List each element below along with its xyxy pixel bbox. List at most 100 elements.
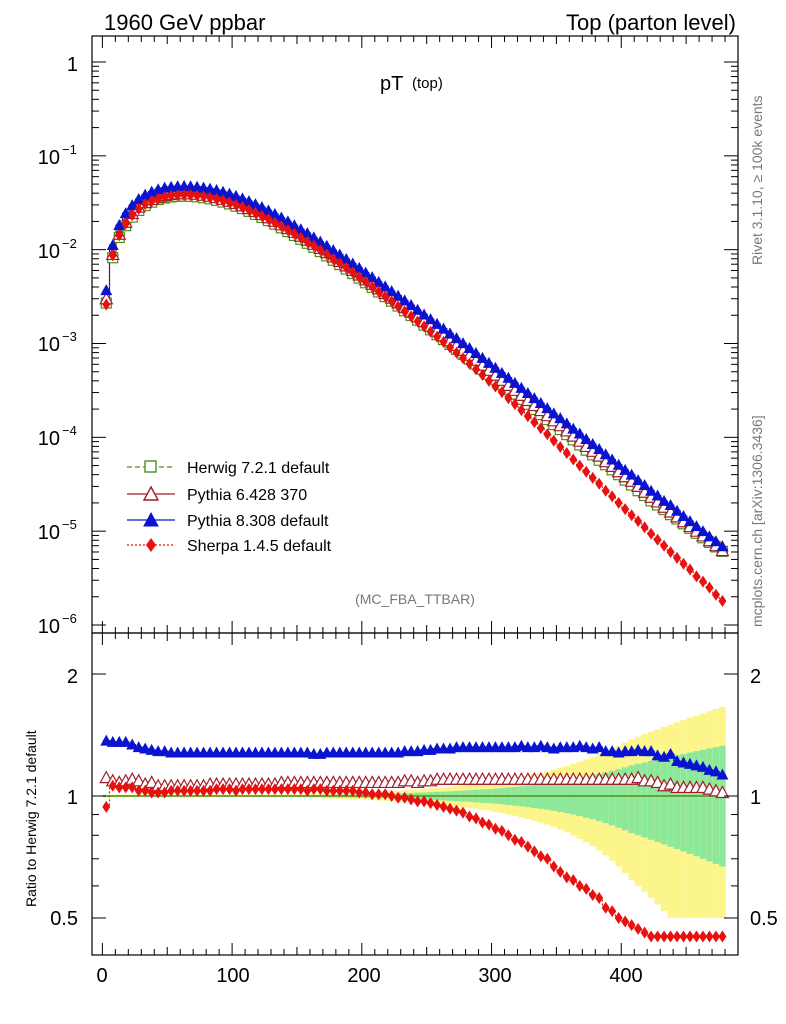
legend-pythia8-marker <box>143 511 159 527</box>
ratio-band-green <box>719 745 726 867</box>
sherpa-ratio-marker <box>219 783 228 796</box>
sherpa-marker <box>446 341 455 354</box>
sherpa-ratio-marker <box>582 882 591 895</box>
sherpa-ratio-marker <box>283 783 292 796</box>
sherpa-marker <box>458 352 467 365</box>
sherpa-ratio-marker <box>705 930 714 943</box>
ratio-band-green <box>680 753 687 852</box>
sherpa-marker <box>497 386 506 399</box>
sherpa-ratio-marker <box>549 860 558 873</box>
sherpa-marker <box>601 484 610 497</box>
ratio-band-green <box>647 761 655 840</box>
sherpa-ratio-marker <box>128 781 137 794</box>
pythia8-marker <box>463 342 476 354</box>
pythia8-marker <box>696 525 709 537</box>
pythia8-marker <box>223 187 236 199</box>
sherpa-ratio-marker <box>361 786 370 799</box>
sherpa-marker <box>257 209 266 222</box>
legend-sherpa-marker <box>146 538 156 552</box>
sherpa-marker <box>556 440 565 453</box>
sherpa-ratio-marker <box>212 783 221 796</box>
ratio-band-green <box>706 748 713 862</box>
ratio-ticks <box>92 633 738 955</box>
sherpa-ratio-marker <box>186 784 195 797</box>
sherpa-ratio-marker <box>407 793 416 806</box>
pythia8-marker <box>346 257 359 269</box>
xtick-100: 100 <box>216 965 249 987</box>
analysis-label: (MC_FBA_TTBAR) <box>355 591 475 607</box>
pythia8-marker <box>560 417 573 429</box>
sherpa-marker <box>504 392 513 405</box>
pythia8-marker <box>482 356 495 368</box>
sherpa-marker <box>102 298 111 311</box>
sherpa-ratio-marker <box>303 784 312 797</box>
pythia8-marker <box>379 280 392 292</box>
pythia8-marker <box>229 189 242 201</box>
sherpa-marker <box>523 410 532 423</box>
pythia8-marker <box>709 535 722 547</box>
sherpa-marker <box>277 220 286 233</box>
legend-sherpa-label: Sherpa 1.4.5 default <box>187 538 332 555</box>
ytick-1e-5-exp: −5 <box>62 517 77 532</box>
xtick-200: 200 <box>347 965 380 987</box>
sherpa-ratio-marker <box>556 865 565 878</box>
sherpa-marker <box>264 213 273 226</box>
sherpa-ratio-marker <box>147 786 156 799</box>
pythia8-ratio-marker <box>709 765 722 777</box>
pythia8-marker <box>638 479 651 491</box>
sherpa-ratio-marker <box>206 784 215 797</box>
pythia8-marker <box>249 198 262 210</box>
sherpa-marker <box>303 235 312 248</box>
sherpa-marker <box>251 206 260 219</box>
sherpa-marker <box>154 192 163 205</box>
sherpa-marker <box>549 434 558 447</box>
sherpa-marker <box>711 588 720 601</box>
sherpa-ratio-marker <box>290 783 299 796</box>
sherpa-marker <box>718 595 727 608</box>
ratio-band-green <box>686 752 694 854</box>
pythia8-marker <box>405 299 418 311</box>
sherpa-ratio-marker <box>530 845 539 858</box>
sherpa-ratio-marker <box>115 781 124 794</box>
sherpa-ratio-marker <box>692 930 701 943</box>
sherpa-marker <box>543 428 552 441</box>
pythia6-ratio-marker <box>631 770 646 784</box>
sherpa-marker <box>322 248 331 261</box>
pythia8-marker <box>619 463 632 475</box>
sherpa-ratio-marker <box>478 816 487 829</box>
sherpa-marker <box>290 227 299 240</box>
sherpa-ratio-marker <box>413 795 422 808</box>
sherpa-ratio-marker <box>458 806 467 819</box>
sherpa-marker <box>413 315 422 328</box>
ratio-band-green <box>654 759 661 843</box>
sherpa-ratio-marker <box>121 781 130 794</box>
sherpa-ratio-marker <box>562 871 571 884</box>
pythia8-marker <box>113 219 126 231</box>
pythia8-marker <box>625 468 638 480</box>
pythia8-marker <box>359 266 372 278</box>
ratio-band-green <box>595 774 603 822</box>
sherpa-ratio-marker <box>238 783 247 796</box>
sherpa-ratio-marker <box>588 888 597 901</box>
pythia8-marker <box>132 192 145 204</box>
sherpa-ratio-marker <box>484 818 493 831</box>
ratio-band-green <box>634 763 642 836</box>
pythia6-ratio-marker <box>663 776 678 790</box>
sherpa-ratio-marker <box>231 784 240 797</box>
ratio-ylabel: Ratio to Herwig 7.2.1 default <box>23 730 39 907</box>
sherpa-marker <box>433 330 442 343</box>
sherpa-marker <box>225 196 234 209</box>
pythia8-marker <box>217 185 230 197</box>
sherpa-ratio-marker <box>102 800 111 813</box>
sherpa-marker <box>679 557 688 570</box>
pythia8-marker <box>716 540 729 552</box>
pythia8-marker <box>281 215 294 227</box>
pythia8-marker <box>502 371 515 383</box>
sherpa-marker <box>180 188 189 201</box>
sherpa-ratio-marker <box>296 783 305 796</box>
sherpa-ratio-marker <box>199 784 208 797</box>
sherpa-ratio-marker <box>510 833 519 846</box>
ratio-panel: 2 1 0.5 2 1 0.5 Ratio to Herwig 7.2.1 de… <box>23 632 778 987</box>
header-left: 1960 GeV ppbar <box>104 10 265 35</box>
pythia8-marker <box>671 504 684 516</box>
